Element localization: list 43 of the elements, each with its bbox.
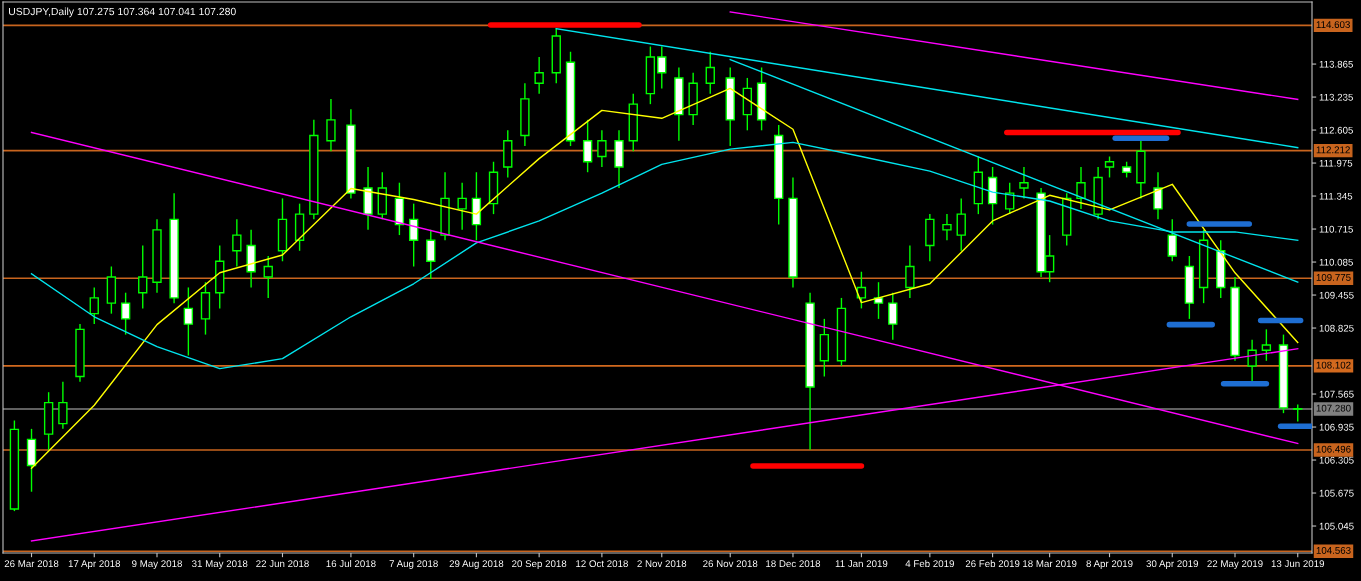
x-tick-label: 8 Apr 2019: [1086, 560, 1133, 570]
y-tick-label: 108.825: [1319, 324, 1354, 332]
x-tick-label: 4 Feb 2019: [905, 559, 954, 568]
x-tick-label: 9 May 2018: [132, 560, 182, 570]
x-tick-label: 11 Jan 2019: [835, 560, 888, 568]
x-tick-label: 18 Mar 2019: [1023, 560, 1077, 568]
x-tick-label: 17 Apr 2018: [68, 560, 121, 570]
ref-line-label: 104.563: [1316, 547, 1351, 554]
x-tick-label: 13 Jun 2019: [1271, 560, 1325, 568]
ref-line-label: 112.212: [1316, 146, 1350, 154]
y-tick-label: 112.605: [1319, 126, 1353, 134]
y-tick-label: 106.935: [1319, 423, 1354, 431]
y-tick-label: 105.675: [1319, 489, 1354, 497]
y-tick-label: 109.455: [1319, 291, 1354, 299]
ref-line-label: 108.102: [1316, 361, 1351, 369]
x-tick-label: 22 May 2019: [1207, 560, 1263, 570]
x-tick-label: 29 Aug 2018: [449, 560, 504, 570]
x-tick-label: 26 Feb 2019: [965, 559, 1020, 568]
ref-line-label: 107.280: [1316, 404, 1351, 412]
x-tick-label: 16 Jul 2018: [326, 559, 376, 568]
x-tick-label: 31 May 2018: [192, 560, 248, 570]
chart-title: USDJPY,Daily 107.275 107.364 107.041 107.280: [9, 7, 236, 18]
x-tick-label: 2 Nov 2018: [637, 560, 687, 568]
y-tick-label: 105.045: [1319, 522, 1354, 530]
x-tick-label: 22 Jun 2018: [256, 560, 309, 568]
x-tick-label: 30 Apr 2019: [1146, 560, 1199, 570]
y-tick-label: 113.235: [1319, 93, 1353, 101]
y-tick-label: 106.305: [1319, 456, 1354, 464]
y-tick-label: 111.975: [1319, 159, 1353, 167]
ref-line-label: 109.775: [1316, 274, 1351, 281]
y-tick-label: 111.345: [1319, 192, 1353, 200]
x-tick-label: 12 Oct 2018: [576, 560, 628, 568]
ref-line-label: 114.603: [1316, 21, 1350, 29]
y-tick-label: 110.085: [1319, 258, 1353, 266]
x-tick-label: 26 Mar 2018: [4, 560, 59, 568]
x-tick-label: 18 Dec 2018: [766, 560, 821, 568]
x-tick-label: 26 Nov 2018: [703, 560, 758, 568]
y-tick-label: 110.715: [1319, 225, 1353, 233]
x-tick-label: 20 Sep 2018: [512, 560, 567, 570]
y-tick-label: 113.865: [1319, 60, 1353, 68]
y-tick-label: 107.565: [1319, 390, 1354, 398]
ref-line-label: 106.496: [1316, 445, 1351, 453]
x-tick-label: 7 Aug 2018: [389, 560, 438, 570]
